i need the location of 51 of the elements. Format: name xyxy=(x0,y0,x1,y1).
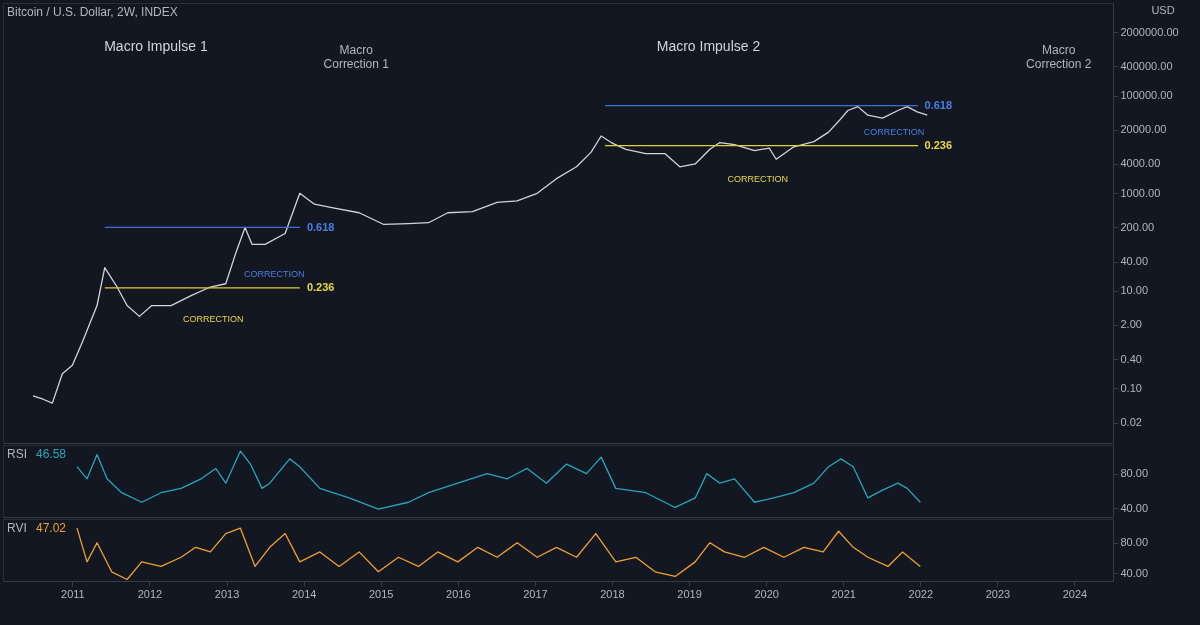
chart-title: RSI xyxy=(7,447,28,461)
annotation: 46.58 xyxy=(36,447,67,461)
y-tick-label: 20000.00 xyxy=(1120,123,1167,136)
annotation: CORRECTION xyxy=(182,314,244,325)
y-tick-label: 1000.00 xyxy=(1120,186,1161,199)
y-tick-label: 2000000.00 xyxy=(1120,25,1179,38)
x-tick-label: 2022 xyxy=(908,587,934,600)
x-tick-label: 2011 xyxy=(61,587,85,600)
annotation: 0.618 xyxy=(924,99,953,112)
y-tick-label: 0.40 xyxy=(1120,352,1142,365)
annotation: Macro Correction 2 xyxy=(1026,42,1092,71)
x-tick-label: 2020 xyxy=(754,587,779,600)
annotation: CORRECTION xyxy=(727,174,789,185)
y-tick-label: 80.00 xyxy=(1120,536,1149,549)
annotation: CORRECTION xyxy=(863,127,925,138)
y-tick-label: 100000.00 xyxy=(1120,89,1173,102)
annotation: Macro Impulse 1 xyxy=(104,37,208,54)
x-tick-label: 2015 xyxy=(368,587,394,600)
chart-title: RVI xyxy=(7,521,27,535)
annotation: 47.02 xyxy=(36,521,67,535)
x-tick-label: 2018 xyxy=(600,587,625,600)
x-tick-label: 2023 xyxy=(985,587,1011,600)
line-series xyxy=(76,450,921,510)
annotation: CORRECTION xyxy=(244,268,305,279)
annotation: Macro Correction 1 xyxy=(323,42,390,71)
y-tick-label: 40.00 xyxy=(1120,255,1149,268)
y-tick-label: 0.10 xyxy=(1120,381,1142,394)
x-tick-label: 2016 xyxy=(446,587,471,600)
y-tick-label: 40.00 xyxy=(1120,501,1149,514)
x-tick-label: 2014 xyxy=(291,587,317,600)
annotation: Macro Impulse 2 xyxy=(656,37,761,54)
line-series xyxy=(76,527,921,581)
y-tick-label: 4000.00 xyxy=(1120,157,1161,170)
x-tick-label: 2021 xyxy=(831,587,856,600)
x-tick-label: 2012 xyxy=(137,587,163,600)
x-tick-label: 2017 xyxy=(523,587,548,600)
x-tick-label: 2013 xyxy=(214,587,240,600)
y-tick-label: 10.00 xyxy=(1120,284,1149,297)
y-tick-label: 0.02 xyxy=(1120,416,1142,429)
annotation: 0.236 xyxy=(924,139,953,152)
annotation: 0.618 xyxy=(306,220,335,233)
y-axis-title: USD xyxy=(1151,4,1175,16)
y-tick-label: 80.00 xyxy=(1120,467,1149,480)
annotation: 0.236 xyxy=(306,281,335,294)
y-tick-label: 40.00 xyxy=(1120,566,1149,579)
y-tick-label: 200.00 xyxy=(1120,220,1155,233)
x-tick-label: 2019 xyxy=(677,587,702,600)
x-tick-label: 2024 xyxy=(1062,587,1088,600)
y-tick-label: 2.00 xyxy=(1120,318,1142,331)
chart-title: Bitcoin / U.S. Dollar, 2W, INDEX xyxy=(7,5,178,19)
y-tick-label: 400000.00 xyxy=(1120,59,1173,72)
